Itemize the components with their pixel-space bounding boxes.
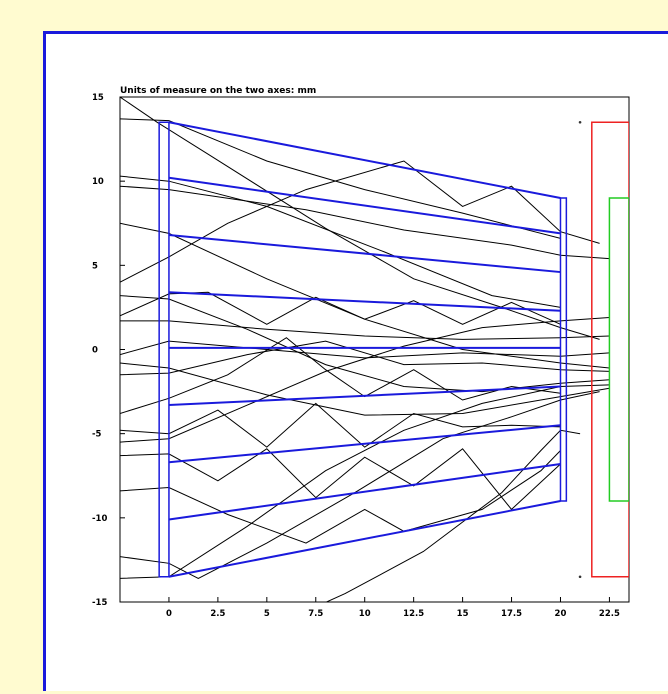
ray-14 [120, 391, 600, 579]
x-tick-label: 17.5 [501, 609, 522, 619]
y-tick-label: 5 [92, 261, 98, 271]
x-tick-label: 15 [457, 609, 469, 619]
ray-12 [120, 448, 561, 511]
lens-segment-8 [168, 462, 561, 521]
y-tick-label: -15 [92, 598, 107, 608]
ray-15 [120, 384, 610, 579]
data-layer [120, 97, 629, 602]
ray-1 [120, 97, 600, 340]
lens-segment-3 [168, 234, 561, 274]
x-tick-label: 22.5 [599, 609, 620, 619]
inner-aperture-rect [608, 197, 629, 502]
plot-area [119, 96, 630, 603]
ray-20 [120, 222, 610, 369]
y-tick-label: 10 [92, 177, 104, 187]
ray-4 [120, 175, 561, 308]
y-tick-label: -5 [92, 430, 102, 440]
ray-7 [120, 320, 610, 340]
lens-segment-4 [168, 291, 561, 312]
exit-lens-rect [559, 197, 568, 502]
x-tick-label: 7.5 [308, 609, 323, 619]
marker-dot-2 [578, 575, 582, 579]
ray-11 [120, 402, 561, 448]
x-tick-label: 12.5 [403, 609, 424, 619]
lens-segment-1 [168, 121, 561, 199]
ray-2 [120, 118, 561, 239]
lens-segment-2 [168, 176, 561, 235]
x-tick-label: 0 [166, 609, 172, 619]
y-tick-label: 0 [92, 346, 98, 356]
tick-layer: 0 2.5 5 7.5 10 12.5 15 17.5 20 22.5 15 10 5 0 -5 -10 -15 [92, 93, 620, 619]
ray-19 [120, 317, 610, 443]
chart-title: Units of measure on the two axes: mm [120, 86, 316, 96]
lens-segment-9 [168, 500, 561, 578]
y-tick-label: 15 [92, 93, 104, 103]
ray-18 [120, 295, 610, 393]
x-tick-label: 10 [359, 609, 371, 619]
ray-3 [120, 185, 610, 260]
ray-9 [120, 340, 610, 376]
entrance-lens-rect [158, 121, 170, 578]
x-tick-label: 5 [264, 609, 270, 619]
chart-panel: Units of measure on the two axes: mm 0 2.… [43, 31, 668, 691]
ray-17 [120, 362, 610, 416]
ray-13 [120, 450, 561, 544]
ray-5 [120, 160, 600, 283]
x-tick-label: 2.5 [210, 609, 225, 619]
x-tick-label: 20 [555, 609, 567, 619]
ray-16 [325, 429, 581, 602]
lens-segment-7 [168, 424, 561, 464]
ray-8 [120, 340, 610, 359]
lens-segment-6 [168, 385, 561, 407]
y-tick-label: -10 [92, 514, 107, 524]
ray-trace-chart: Units of measure on the two axes: mm 0 2.… [92, 86, 630, 619]
ray-10 [120, 337, 561, 414]
marker-dot-1 [578, 120, 582, 124]
outer-aperture-rect [591, 121, 629, 578]
